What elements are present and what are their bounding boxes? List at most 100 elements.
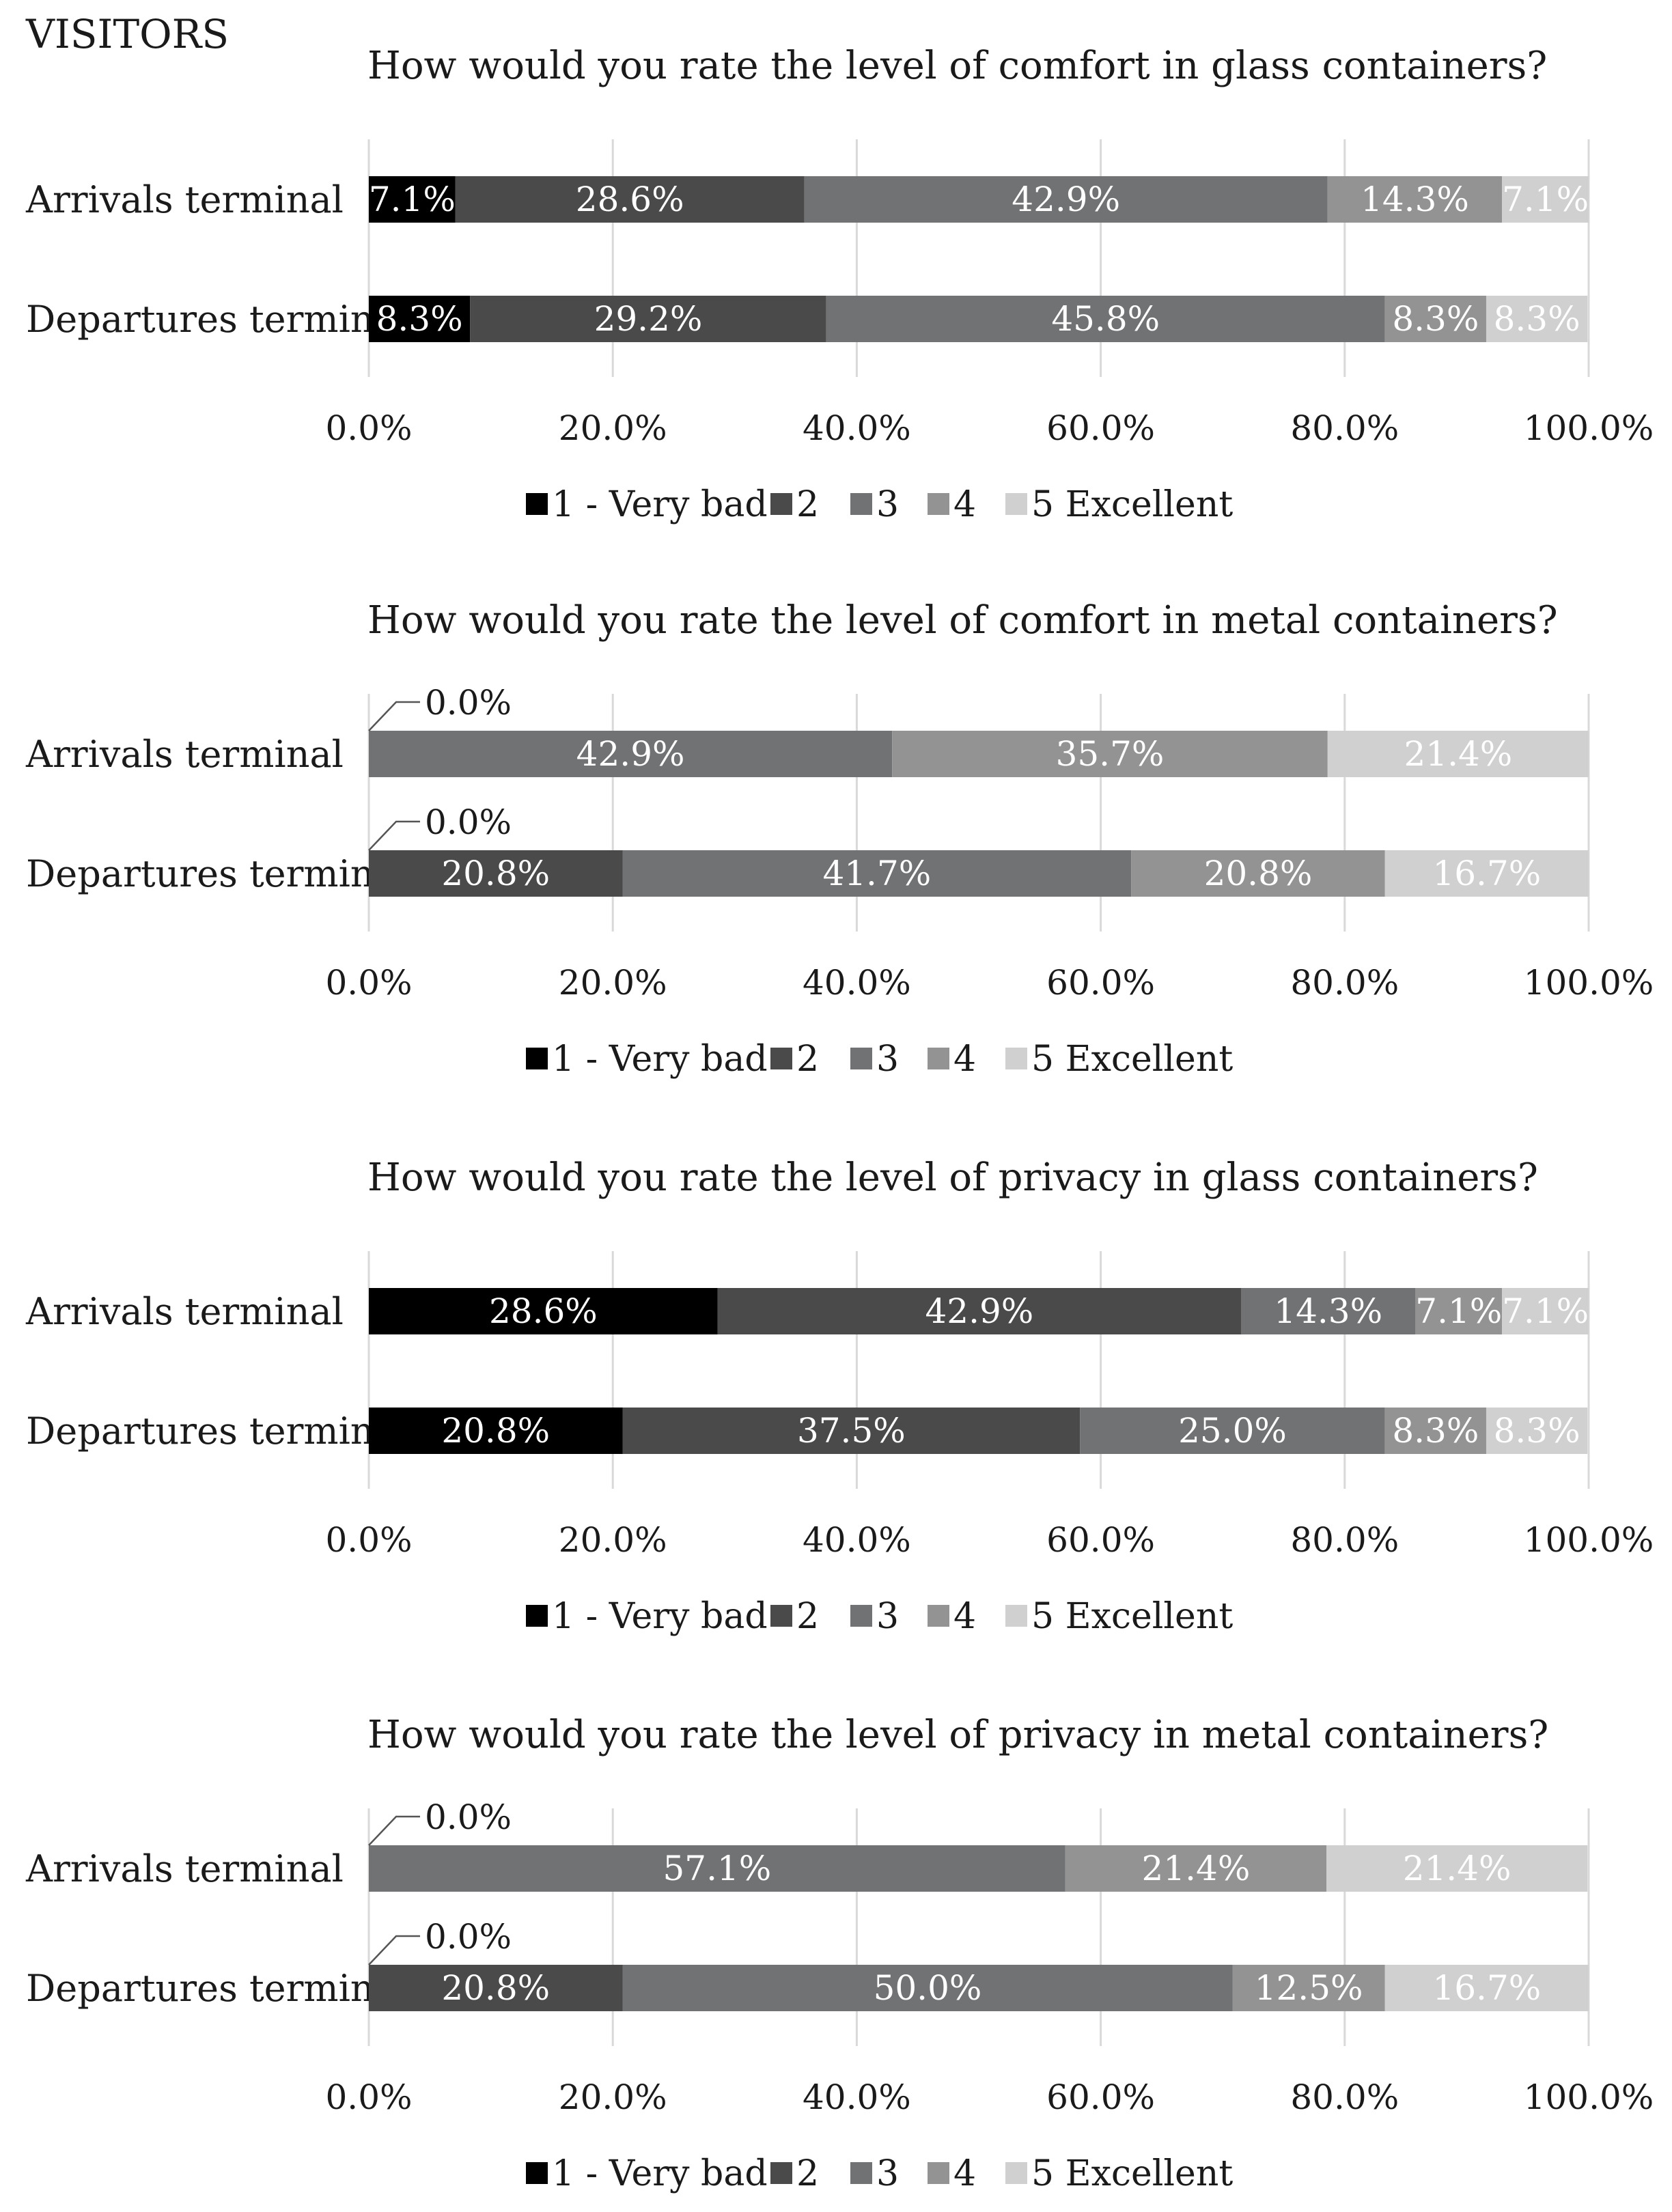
data-label: 16.7% bbox=[1432, 1968, 1541, 2008]
bar-segment bbox=[1502, 176, 1589, 223]
legend-swatch bbox=[770, 1605, 792, 1627]
legend-label: 3 bbox=[876, 1039, 899, 1080]
data-label: 35.7% bbox=[1056, 734, 1165, 774]
legend-label: 5 Excellent bbox=[1031, 1596, 1233, 1637]
legend-label: 4 bbox=[953, 1039, 976, 1080]
x-tick-label: 20.0% bbox=[559, 963, 667, 1003]
data-label: 57.1% bbox=[663, 1849, 771, 1888]
data-label: 42.9% bbox=[925, 1291, 1033, 1331]
x-tick-label: 100.0% bbox=[1524, 1520, 1654, 1560]
x-tick-label: 60.0% bbox=[1046, 2077, 1155, 2117]
x-tick-label: 80.0% bbox=[1290, 1520, 1399, 1560]
data-label: 7.1% bbox=[1415, 1291, 1502, 1331]
zero-leader-line bbox=[368, 1935, 420, 1965]
zero-leader-line bbox=[368, 1815, 420, 1846]
data-label: 50.0% bbox=[874, 1968, 982, 2008]
legend-label: 3 bbox=[876, 2153, 899, 2194]
zero-callout-label: 0.0% bbox=[425, 802, 512, 842]
data-label: 8.3% bbox=[1494, 299, 1580, 339]
zero-callout-label: 0.0% bbox=[425, 1917, 512, 1957]
bar-segment bbox=[369, 296, 471, 342]
bar-segment bbox=[369, 176, 456, 223]
data-label: 29.2% bbox=[594, 299, 703, 339]
x-tick-label: 40.0% bbox=[803, 1520, 911, 1560]
bar-segment bbox=[369, 850, 623, 897]
x-tick-label: 0.0% bbox=[325, 408, 412, 448]
x-tick-label: 100.0% bbox=[1524, 963, 1654, 1003]
visitors-heading: VISITORS bbox=[25, 11, 229, 57]
bar-segment bbox=[369, 1845, 1065, 1892]
legend-label: 4 bbox=[953, 484, 976, 525]
legend-swatch bbox=[770, 493, 792, 515]
bar-segment bbox=[369, 1408, 623, 1454]
legend-swatch bbox=[526, 1605, 548, 1627]
bar-segment bbox=[892, 731, 1328, 777]
x-tick-label: 100.0% bbox=[1524, 2077, 1654, 2117]
x-tick-label: 0.0% bbox=[325, 963, 412, 1003]
x-tick-label: 40.0% bbox=[803, 2077, 911, 2117]
bar-segment bbox=[1486, 1408, 1588, 1454]
legend-swatch bbox=[850, 1048, 872, 1069]
x-tick-label: 80.0% bbox=[1290, 408, 1399, 448]
x-tick-label: 20.0% bbox=[559, 408, 667, 448]
legend-swatch bbox=[928, 1605, 949, 1627]
bar-segment bbox=[455, 176, 805, 223]
category-label: Arrivals terminal bbox=[25, 1290, 344, 1333]
x-tick-label: 80.0% bbox=[1290, 963, 1399, 1003]
data-label: 42.9% bbox=[576, 734, 685, 774]
legend-swatch bbox=[928, 1048, 949, 1069]
chart-panel-4: How would you rate the level of privacy … bbox=[25, 1713, 1654, 2194]
legend-label: 2 bbox=[796, 1039, 819, 1080]
legend-label: 3 bbox=[876, 484, 899, 525]
data-label: 20.8% bbox=[441, 1411, 550, 1451]
legend-swatch bbox=[850, 493, 872, 515]
data-label: 41.7% bbox=[822, 854, 931, 893]
bar-segment bbox=[804, 176, 1328, 223]
category-label: Departures terminal bbox=[26, 852, 408, 895]
data-label: 8.3% bbox=[1494, 1411, 1580, 1451]
x-tick-label: 100.0% bbox=[1524, 408, 1654, 448]
data-label: 21.4% bbox=[1404, 734, 1512, 774]
data-label: 28.6% bbox=[489, 1291, 598, 1331]
bar-segment bbox=[717, 1288, 1241, 1334]
category-label: Departures terminal bbox=[26, 1967, 408, 2010]
chart-panel-2: How would you rate the level of comfort … bbox=[25, 598, 1654, 1080]
data-label: 20.8% bbox=[1204, 854, 1313, 893]
legend-label: 2 bbox=[796, 1596, 819, 1637]
x-tick-label: 80.0% bbox=[1290, 2077, 1399, 2117]
bar-segment bbox=[1502, 1288, 1589, 1334]
legend-label: 5 Excellent bbox=[1031, 1039, 1233, 1080]
data-label: 42.9% bbox=[1012, 180, 1120, 219]
bar-segment bbox=[1384, 1965, 1589, 2011]
data-label: 21.4% bbox=[1141, 1849, 1250, 1888]
bar-segment bbox=[369, 731, 893, 777]
data-label: 45.8% bbox=[1051, 299, 1160, 339]
chart-panels: How would you rate the level of comfort … bbox=[25, 44, 1654, 2194]
legend-label: 1 - Very bad bbox=[552, 2153, 768, 2194]
bar-segment bbox=[1232, 1965, 1385, 2011]
bar-segment bbox=[1384, 1408, 1486, 1454]
zero-leader-line bbox=[368, 820, 420, 851]
data-label: 14.3% bbox=[1274, 1291, 1382, 1331]
data-label: 20.8% bbox=[441, 1968, 550, 2008]
chart-title: How would you rate the level of comfort … bbox=[367, 44, 1547, 88]
chart-panel-1: How would you rate the level of comfort … bbox=[25, 44, 1654, 525]
data-label: 25.0% bbox=[1178, 1411, 1287, 1451]
bar-segment bbox=[470, 296, 826, 342]
data-label: 16.7% bbox=[1432, 854, 1541, 893]
legend-swatch bbox=[1005, 1605, 1027, 1627]
legend-label: 5 Excellent bbox=[1031, 2153, 1233, 2194]
bar-segment bbox=[369, 1965, 623, 2011]
bar-segment bbox=[1327, 731, 1589, 777]
legend-label: 2 bbox=[796, 484, 819, 525]
bar-segment bbox=[1384, 296, 1486, 342]
legend-swatch bbox=[526, 2162, 548, 2184]
bar-segment bbox=[369, 1288, 718, 1334]
category-label: Departures terminal bbox=[26, 1410, 408, 1453]
x-tick-label: 60.0% bbox=[1046, 1520, 1155, 1560]
data-label: 8.3% bbox=[1392, 299, 1479, 339]
bar-segment bbox=[1486, 296, 1588, 342]
bar-segment bbox=[622, 1965, 1233, 2011]
data-label: 28.6% bbox=[576, 180, 684, 219]
